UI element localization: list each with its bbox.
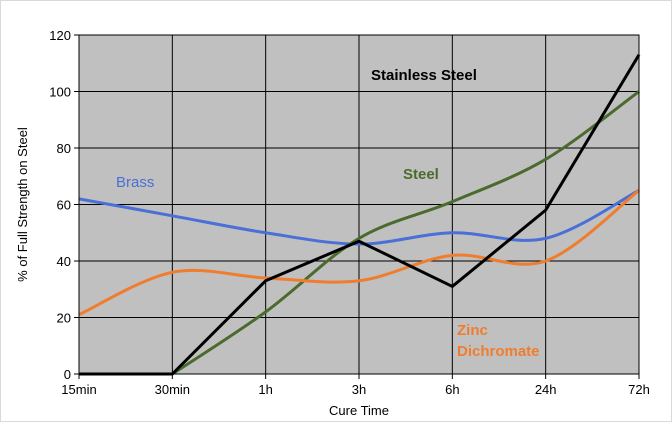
series-label-zinc-dichromate: Zinc (457, 322, 488, 339)
y-tick-label: 80 (57, 141, 71, 156)
x-tick-label: 15min (61, 382, 96, 397)
y-tick-label: 100 (49, 85, 71, 100)
series-line-zinc-dichromate (78, 189, 640, 317)
series-labels: Brass Steel Zinc Dichromate Stainless Steel (116, 67, 540, 360)
y-axis-title: % of Full Strength on Steel (15, 127, 30, 282)
y-tick-label: 20 (57, 311, 71, 326)
x-tick-label: 1h (258, 382, 272, 397)
x-tick-label: 6h (445, 382, 459, 397)
series-label-zinc-dichromate: Dichromate (457, 343, 540, 360)
series-label-stainless-steel: Stainless Steel (371, 67, 477, 84)
tick-labels: 0 20 40 60 80 100 120 15min 30min 1h 3h 6h 24h 72h (49, 28, 650, 397)
y-tick-label: 40 (57, 254, 71, 269)
x-tick-label: 72h (628, 382, 650, 397)
x-axis-title: Cure Time (329, 403, 389, 418)
series-label-brass: Brass (116, 174, 154, 191)
y-tick-label: 60 (57, 198, 71, 213)
series-line-steel (79, 90, 640, 376)
x-tick-label: 3h (352, 382, 366, 397)
series-line-brass (78, 189, 640, 246)
y-tick-label: 0 (64, 367, 71, 382)
x-tick-label: 24h (535, 382, 557, 397)
x-tick-label: 30min (155, 382, 190, 397)
series-label-steel: Steel (403, 166, 439, 183)
y-tick-label: 120 (49, 28, 71, 43)
